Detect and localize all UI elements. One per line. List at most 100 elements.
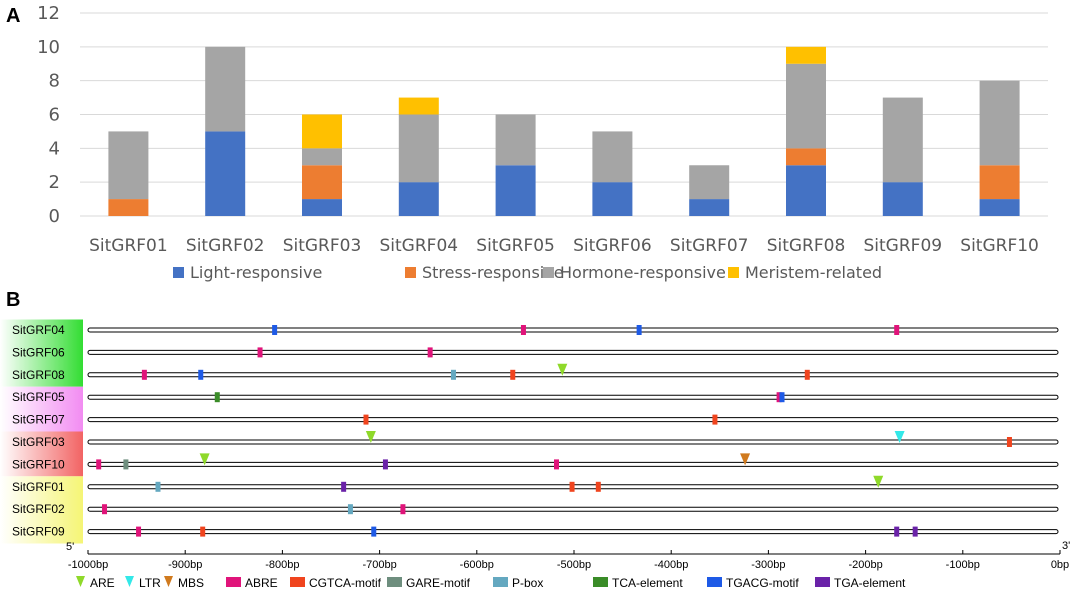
gene-label: SitGRF05 (12, 390, 65, 404)
stacked-bar-chart: 0 2 4 6 8 10 12 SitGRF01 SitGRF02 SitGRF03 SitGRF0… (37, 3, 1048, 282)
legend-label: ARE (90, 576, 115, 590)
cis-element-mark (123, 459, 129, 470)
gene-label: SitGRF10 (12, 457, 65, 471)
gene-group-band (0, 319, 83, 387)
legend-label: Hormone-responsive (560, 263, 726, 282)
bar-segment (398, 114, 439, 183)
cis-element-mark (1006, 437, 1012, 447)
cis-element-mark (520, 325, 526, 335)
legend-label: P-box (512, 576, 543, 590)
bp-tick-label: -1000bp (68, 559, 108, 571)
legend-marker (226, 577, 241, 587)
gene-group-band (0, 386, 83, 432)
gene-label: SitGRF08 (12, 368, 65, 382)
cis-element-mark (569, 481, 575, 492)
bar-segment (108, 199, 149, 216)
promoter-line (87, 506, 1059, 512)
promoter-line (87, 372, 1059, 378)
cis-element-mark (595, 481, 601, 492)
legend-marker (164, 576, 173, 587)
legend-label: Stress-responsive (422, 263, 564, 282)
promoter-line (87, 461, 1059, 467)
three-prime-label: 3' (1062, 540, 1070, 552)
bp-tick-label: -400bp (654, 559, 688, 571)
legend-marker (125, 576, 134, 587)
cis-element-mark (400, 504, 406, 515)
five-prime-label: 5' (66, 541, 74, 553)
cis-element-mark (382, 459, 388, 470)
bar-segment (108, 131, 149, 200)
cis-element-mark (894, 325, 900, 335)
bar-segment (302, 199, 342, 216)
gene-group-band (0, 476, 83, 544)
promoter-line (87, 439, 1059, 445)
bp-tick-label: -700bp (362, 559, 396, 571)
x-tick-label: SitGRF01 (89, 236, 168, 256)
y-tick-label: 6 (49, 105, 60, 126)
gene-label: SitGRF04 (12, 323, 65, 337)
bar-segment (882, 182, 923, 216)
gene-label: SitGRF09 (12, 525, 65, 539)
legend-marker (815, 577, 830, 587)
cis-element-mark (155, 481, 161, 492)
bar-segment (689, 199, 730, 216)
y-tick-label: 10 (37, 37, 60, 58)
cis-element-mark (776, 392, 782, 403)
bar-segment (786, 148, 826, 166)
bar-segment (979, 165, 1020, 200)
legend-marker (493, 577, 508, 587)
promoter-line (87, 529, 1059, 535)
panel-label-a: A (6, 5, 20, 27)
legend-marker (76, 576, 85, 587)
cis-element-mark (894, 526, 900, 537)
promoter-line (87, 417, 1059, 423)
legend-label: MBS (178, 576, 204, 590)
bar-segment (882, 97, 923, 183)
y-tick-label: 8 (49, 71, 60, 92)
bar-segment (495, 114, 536, 166)
x-tick-label: SitGRF10 (960, 236, 1039, 256)
bar-segment (786, 165, 826, 216)
promoter-element-diagram: SitGRF04 SitGRF06 SitGRF08 SitGRF05 SitGRF07… (0, 319, 1070, 590)
legend-label: ABRE (245, 576, 278, 590)
bar-segment (495, 165, 536, 216)
cis-element-mark (371, 526, 377, 537)
cis-element-mark (779, 392, 785, 403)
cis-element-mark (510, 369, 516, 380)
bar-segment (592, 182, 633, 216)
promoter-line (87, 394, 1059, 400)
bar-segment (205, 46, 246, 132)
y-tick-label: 0 (49, 206, 60, 227)
x-tick-label: SitGRF08 (767, 236, 846, 256)
bar-segment (689, 165, 730, 200)
cis-element-mark (740, 453, 751, 466)
x-tick-label: SitGRF03 (283, 236, 362, 256)
y-tick-label: 2 (49, 172, 60, 193)
y-tick-label: 4 (49, 138, 60, 159)
gene-label: SitGRF07 (12, 413, 65, 427)
gene-label: SitGRF06 (12, 345, 65, 359)
bar-segment (786, 46, 826, 64)
cis-element-mark (557, 363, 568, 376)
cis-element-mark (102, 504, 108, 515)
cis-element-mark (214, 392, 220, 403)
cis-element-mark (894, 431, 905, 443)
cis-element-mark (912, 526, 918, 537)
legend-swatch (543, 267, 554, 278)
cis-element-mark (341, 481, 347, 492)
bp-tick-label: 0bp (1051, 559, 1069, 571)
bp-tick-label: -300bp (751, 559, 785, 571)
x-tick-label: SitGRF02 (186, 236, 265, 256)
legend-label: GARE-motif (406, 576, 471, 590)
cis-element-mark (427, 347, 433, 358)
cis-element-mark (136, 526, 142, 537)
legend-label: TGACG-motif (726, 576, 799, 590)
legend-label: TGA-element (834, 576, 906, 590)
bar-segment (979, 80, 1020, 166)
cis-element-mark (96, 459, 102, 470)
cis-element-mark (804, 369, 810, 380)
y-tick-label: 12 (37, 3, 60, 24)
gene-label: SitGRF03 (12, 435, 65, 449)
x-tick-label: SitGRF09 (864, 236, 943, 256)
